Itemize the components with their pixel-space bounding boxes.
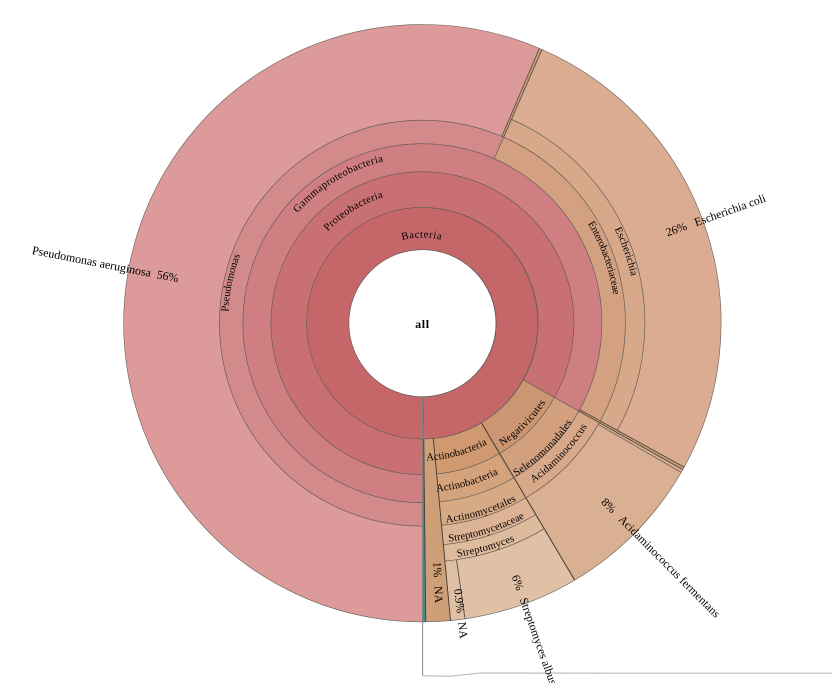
svg-text:Bacteria: Bacteria: [401, 230, 443, 243]
svg-text:all: all: [415, 317, 430, 331]
svg-text:1% NA: 1% NA: [430, 561, 445, 603]
svg-text:0.9% NA: 0.9% NA: [451, 588, 470, 640]
svg-text:8% Acidaminococcus fermentan: 8% Acidaminococcus fermentans: [599, 496, 723, 621]
